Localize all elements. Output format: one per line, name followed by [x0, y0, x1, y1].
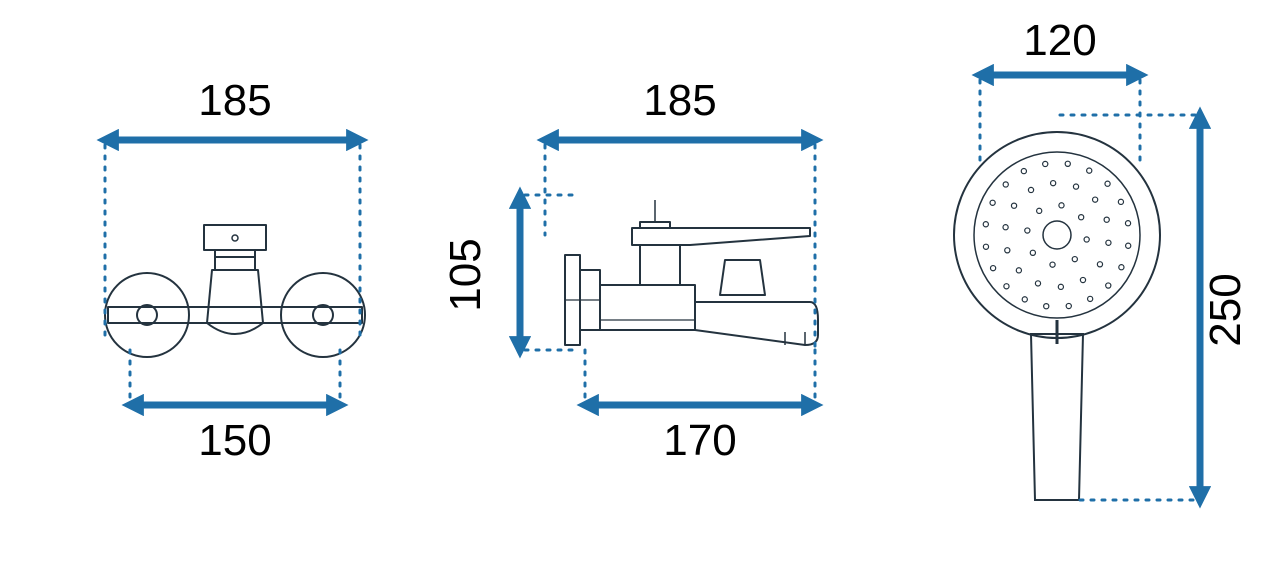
dimension-label: 170: [663, 416, 736, 465]
dimension-label: 185: [643, 76, 716, 125]
dimension-label: 250: [1201, 273, 1250, 346]
dimension-label: 150: [198, 416, 271, 465]
hand-shower-view: [954, 132, 1160, 500]
faucet-front-view: [105, 225, 365, 357]
dimension-label: 105: [441, 238, 490, 311]
dimension-label: 120: [1023, 16, 1096, 65]
dimension-label: 185: [198, 76, 271, 125]
faucet-side-view: [565, 200, 818, 345]
